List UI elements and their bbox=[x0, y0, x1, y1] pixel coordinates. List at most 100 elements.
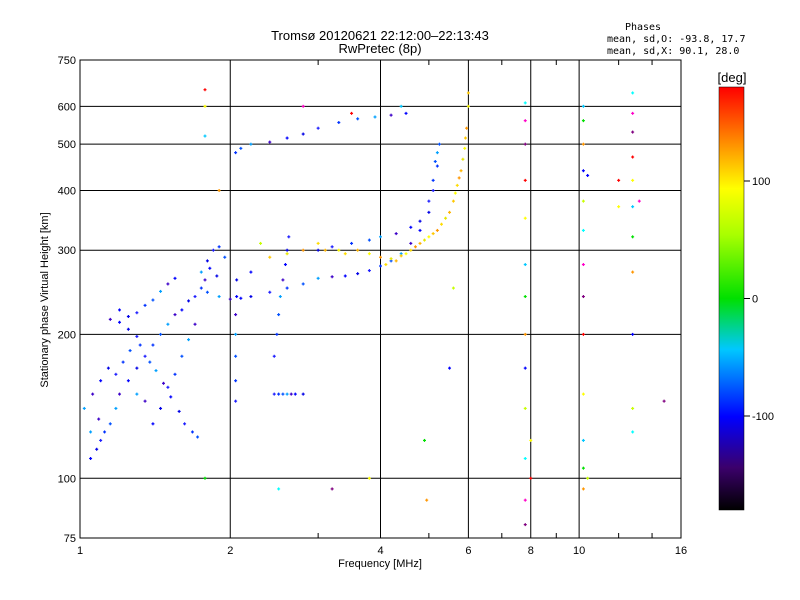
data-point-x bbox=[389, 257, 393, 261]
data-point-o bbox=[82, 406, 86, 410]
data-point-o bbox=[95, 447, 99, 451]
data-point-x bbox=[459, 169, 463, 173]
data-point-o bbox=[223, 255, 227, 259]
data-point-x bbox=[453, 191, 457, 195]
data-point-noise bbox=[249, 270, 253, 274]
data-point-o bbox=[143, 303, 147, 307]
data-point-o bbox=[285, 136, 289, 140]
data-point-o bbox=[180, 308, 184, 312]
data-point-x bbox=[399, 254, 403, 258]
data-point-o bbox=[287, 235, 291, 239]
data-point-o bbox=[106, 366, 110, 370]
data-point-o bbox=[343, 274, 347, 278]
data-point-o bbox=[301, 132, 305, 136]
x-axis-title: Frequency [MHz] bbox=[338, 558, 422, 570]
data-point-o bbox=[138, 343, 142, 347]
data-point-noise bbox=[631, 235, 635, 239]
x-tick-label: 6 bbox=[465, 545, 471, 557]
data-point-o bbox=[173, 276, 177, 280]
data-point-o bbox=[367, 269, 371, 273]
data-point-x bbox=[394, 259, 398, 263]
data-point-noise bbox=[217, 188, 221, 192]
data-point-x bbox=[466, 104, 470, 108]
data-point-o bbox=[272, 354, 276, 358]
data-point-noise bbox=[581, 466, 585, 470]
colorbar bbox=[718, 86, 745, 511]
data-point-noise bbox=[301, 104, 305, 108]
data-point-o bbox=[166, 282, 170, 286]
data-point-o bbox=[235, 278, 239, 282]
data-point-x bbox=[427, 235, 431, 239]
data-point-noise bbox=[581, 295, 585, 299]
data-point-o bbox=[215, 274, 219, 278]
data-point-noise bbox=[203, 88, 207, 92]
data-point-o bbox=[356, 272, 360, 276]
data-point-x bbox=[440, 222, 444, 226]
data-point-x bbox=[466, 91, 470, 95]
data-point-o bbox=[437, 142, 441, 146]
data-point-o bbox=[108, 317, 112, 321]
data-point-o bbox=[301, 392, 305, 396]
data-point-noise bbox=[422, 438, 426, 442]
chart-title: Tromsø 20120621 22:12:00–22:13:43 bbox=[271, 28, 489, 43]
data-point-noise bbox=[581, 487, 585, 491]
data-point-x bbox=[455, 183, 459, 187]
data-point-o bbox=[187, 338, 191, 342]
data-point-o bbox=[89, 430, 93, 434]
data-point-o bbox=[316, 248, 320, 252]
data-point-o bbox=[409, 241, 413, 245]
data-point-noise bbox=[581, 104, 585, 108]
x-tick-label: 16 bbox=[675, 545, 687, 557]
y-tick-label: 200 bbox=[58, 329, 76, 341]
data-point-x bbox=[379, 255, 382, 259]
data-point-noise bbox=[581, 142, 585, 146]
data-point-o bbox=[135, 392, 139, 396]
data-point-o bbox=[135, 366, 139, 370]
data-point-noise bbox=[581, 392, 585, 396]
data-point-o bbox=[126, 314, 130, 318]
data-point-noise bbox=[523, 263, 527, 267]
y-axis-ticks: 75 100 200 300 400 500 600 750 bbox=[58, 55, 76, 545]
data-point-o bbox=[169, 395, 173, 399]
data-point-noise bbox=[617, 205, 621, 209]
colorbar-tick-label: 100 bbox=[752, 176, 770, 188]
data-point-x bbox=[356, 248, 360, 252]
y-tick-label: 300 bbox=[58, 245, 76, 257]
data-point-o bbox=[148, 360, 152, 364]
data-point-noise bbox=[523, 332, 527, 336]
data-point-o bbox=[193, 295, 197, 299]
colorbar-ticks: 100 0 -100 bbox=[744, 176, 774, 423]
data-point-x bbox=[463, 136, 467, 140]
data-point-o bbox=[99, 438, 103, 442]
data-point-noise bbox=[203, 104, 207, 108]
data-point-o bbox=[389, 113, 393, 117]
data-point-noise bbox=[448, 366, 452, 370]
data-point-noise bbox=[581, 332, 585, 336]
x-tick-label: 10 bbox=[573, 545, 585, 557]
data-point-noise bbox=[586, 476, 590, 480]
data-point-o bbox=[234, 332, 238, 336]
data-point-noise bbox=[631, 111, 635, 115]
colorbar-tick-label: -100 bbox=[752, 411, 774, 423]
data-point-noise bbox=[259, 241, 263, 245]
data-point-x bbox=[451, 199, 455, 203]
data-point-noise bbox=[523, 216, 527, 220]
data-point-o bbox=[239, 296, 243, 300]
colorbar-label: [deg] bbox=[718, 70, 747, 85]
data-point-o bbox=[367, 238, 371, 242]
data-point-o bbox=[234, 313, 238, 317]
data-point-o bbox=[143, 354, 147, 358]
data-point-o bbox=[316, 276, 320, 280]
data-point-o bbox=[199, 286, 203, 290]
data-point-o bbox=[118, 308, 122, 312]
data-point-o bbox=[91, 392, 95, 396]
data-point-o bbox=[278, 295, 282, 299]
data-point-o bbox=[151, 422, 155, 426]
data-point-noise bbox=[529, 476, 533, 480]
data-point-noise bbox=[425, 498, 429, 502]
data-point-noise bbox=[523, 101, 527, 105]
data-point-o bbox=[196, 435, 200, 439]
x-axis-ticks: 1 2 4 6 8 10 16 bbox=[77, 60, 687, 557]
data-point-o bbox=[283, 263, 287, 267]
